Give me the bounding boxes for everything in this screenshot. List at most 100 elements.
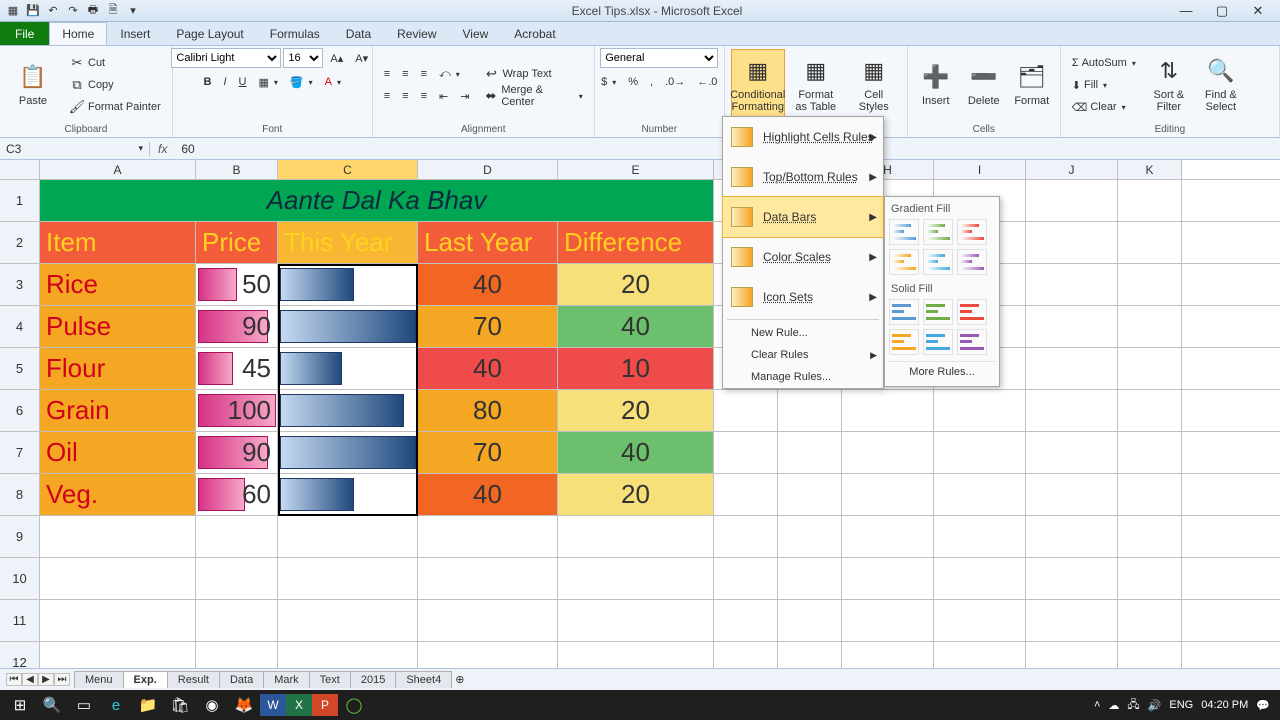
notifications-icon[interactable]: 💬 <box>1256 699 1270 712</box>
sheet-nav[interactable]: ⏮◀▶⏭ <box>6 673 70 686</box>
format-cells-button[interactable]: 🗂Format <box>1010 49 1054 121</box>
redo-icon[interactable]: ↷ <box>64 2 82 20</box>
worksheet[interactable]: ABCDEFGHIJK 1Aante Dal Ka Bhav2ItemPrice… <box>0 160 1280 668</box>
find-select-button[interactable]: 🔍Find & Select <box>1197 49 1245 121</box>
start-button[interactable]: ⊞ <box>4 691 36 719</box>
col-header-E[interactable]: E <box>558 160 714 179</box>
databar-swatch[interactable] <box>889 329 919 355</box>
clear-button[interactable]: ⌫ Clear▾ <box>1067 97 1141 117</box>
onedrive-icon[interactable]: ☁ <box>1108 699 1119 712</box>
databar-swatch[interactable] <box>957 219 987 245</box>
increase-indent-button[interactable]: ⇥ <box>455 86 474 106</box>
format-as-table-button[interactable]: ▦Format as Table <box>789 49 843 121</box>
title-cell[interactable]: Aante Dal Ka Bhav <box>40 180 714 221</box>
explorer-icon[interactable]: 📁 <box>132 691 164 719</box>
databar-swatch[interactable] <box>923 249 953 275</box>
header-item[interactable]: Item <box>40 222 196 263</box>
minimize-button[interactable]: — <box>1172 3 1200 19</box>
format-painter-button[interactable]: 🖌Format Painter <box>64 97 166 117</box>
col-header-A[interactable]: A <box>40 160 196 179</box>
tab-review[interactable]: Review <box>384 22 449 45</box>
tab-page-layout[interactable]: Page Layout <box>163 22 256 45</box>
cf-top-bottom-rules[interactable]: Top/Bottom Rules▶ <box>723 157 883 197</box>
databar-swatch[interactable] <box>923 219 953 245</box>
volume-icon[interactable]: 🔊 <box>1148 699 1162 712</box>
name-box[interactable]: C3▾ <box>0 142 150 156</box>
comma-button[interactable]: , <box>645 72 658 92</box>
row-header-8[interactable]: 8 <box>0 474 40 515</box>
row-header-5[interactable]: 5 <box>0 348 40 389</box>
databar-swatch[interactable] <box>889 249 919 275</box>
sheet-tab-result[interactable]: Result <box>167 671 220 688</box>
row-header-4[interactable]: 4 <box>0 306 40 347</box>
excel-taskbar-icon[interactable]: X <box>286 694 312 716</box>
col-header-I[interactable]: I <box>934 160 1026 179</box>
close-button[interactable]: ✕ <box>1244 3 1272 19</box>
increase-decimal-button[interactable]: .0→ <box>660 72 690 92</box>
col-header-J[interactable]: J <box>1026 160 1118 179</box>
row-header-2[interactable]: 2 <box>0 222 40 263</box>
currency-button[interactable]: $▾ <box>596 72 621 92</box>
databar-swatch[interactable] <box>957 329 987 355</box>
undo-icon[interactable]: ↶ <box>44 2 62 20</box>
number-format-select[interactable]: General <box>600 48 718 68</box>
wrap-text-button[interactable]: ↩Wrap Text <box>478 64 587 84</box>
task-view-icon[interactable]: ▭ <box>68 691 100 719</box>
chrome-icon[interactable]: ◉ <box>196 691 228 719</box>
align-bottom-button[interactable]: ≡ <box>416 64 432 84</box>
decrease-decimal-button[interactable]: ←.0 <box>692 72 722 92</box>
align-center-button[interactable]: ≡ <box>397 86 413 106</box>
shrink-font-button[interactable]: A▾ <box>350 48 373 68</box>
tray-up-icon[interactable]: ˄ <box>1094 699 1100 711</box>
fill-color-button[interactable]: 🪣▾ <box>285 72 318 92</box>
databar-swatch[interactable] <box>923 299 953 325</box>
header-difference[interactable]: Difference <box>558 222 714 263</box>
new-sheet-button[interactable]: ⊕ <box>455 673 464 686</box>
align-middle-button[interactable]: ≡ <box>397 64 413 84</box>
qat-more-icon[interactable]: ▾ <box>124 2 142 20</box>
tab-file[interactable]: File <box>0 22 49 45</box>
col-header-K[interactable]: K <box>1118 160 1182 179</box>
row-header-1[interactable]: 1 <box>0 180 40 221</box>
row-header-3[interactable]: 3 <box>0 264 40 305</box>
databar-swatch[interactable] <box>889 299 919 325</box>
preview-icon[interactable]: 🗎 <box>104 2 122 20</box>
sheet-tab-data[interactable]: Data <box>219 671 264 688</box>
tab-acrobat[interactable]: Acrobat <box>501 22 568 45</box>
conditional-formatting-button[interactable]: ▦Conditional Formatting <box>731 49 785 121</box>
tab-view[interactable]: View <box>450 22 502 45</box>
border-button[interactable]: ▦▾ <box>253 72 282 92</box>
col-header-B[interactable]: B <box>196 160 278 179</box>
cell-styles-button[interactable]: ▦Cell Styles <box>847 49 901 121</box>
tab-data[interactable]: Data <box>333 22 384 45</box>
camtasia-icon[interactable]: ◯ <box>338 691 370 719</box>
font-size-select[interactable]: 16 <box>283 48 323 68</box>
header-last-year[interactable]: Last Year <box>418 222 558 263</box>
col-header-C[interactable]: C <box>278 160 418 179</box>
store-icon[interactable]: 🛍 <box>164 691 196 719</box>
powerpoint-icon[interactable]: P <box>312 694 338 716</box>
insert-cells-button[interactable]: ➕Insert <box>914 49 958 121</box>
search-icon[interactable]: 🔍 <box>36 691 68 719</box>
align-top-button[interactable]: ≡ <box>379 64 395 84</box>
sheet-tab-text[interactable]: Text <box>309 671 351 688</box>
sheet-tab-mark[interactable]: Mark <box>263 671 309 688</box>
system-tray[interactable]: ˄ ☁ 🖧 🔊 ENG 04:20 PM 💬 <box>1094 696 1276 715</box>
sheet-tab-menu[interactable]: Menu <box>74 671 124 688</box>
edge-icon[interactable]: e <box>100 691 132 719</box>
save-icon[interactable]: 💾 <box>24 2 42 20</box>
copy-button[interactable]: ⧉Copy <box>64 75 166 95</box>
databar-swatch[interactable] <box>889 219 919 245</box>
italic-button[interactable]: I <box>218 72 231 92</box>
font-name-select[interactable]: Calibri Light <box>171 48 281 68</box>
bold-button[interactable]: B <box>199 72 217 92</box>
fx-icon[interactable]: fx <box>150 142 175 156</box>
tab-insert[interactable]: Insert <box>107 22 163 45</box>
network-icon[interactable]: 🖧 <box>1127 696 1139 715</box>
firefox-icon[interactable]: 🦊 <box>228 691 260 719</box>
cf-manage-rules-[interactable]: Manage Rules... <box>723 366 883 388</box>
row-header-9[interactable]: 9 <box>0 516 40 557</box>
cf-data-bars[interactable]: Data Bars▶ <box>722 196 884 238</box>
select-all-corner[interactable] <box>0 160 40 179</box>
databar-swatch[interactable] <box>957 249 987 275</box>
